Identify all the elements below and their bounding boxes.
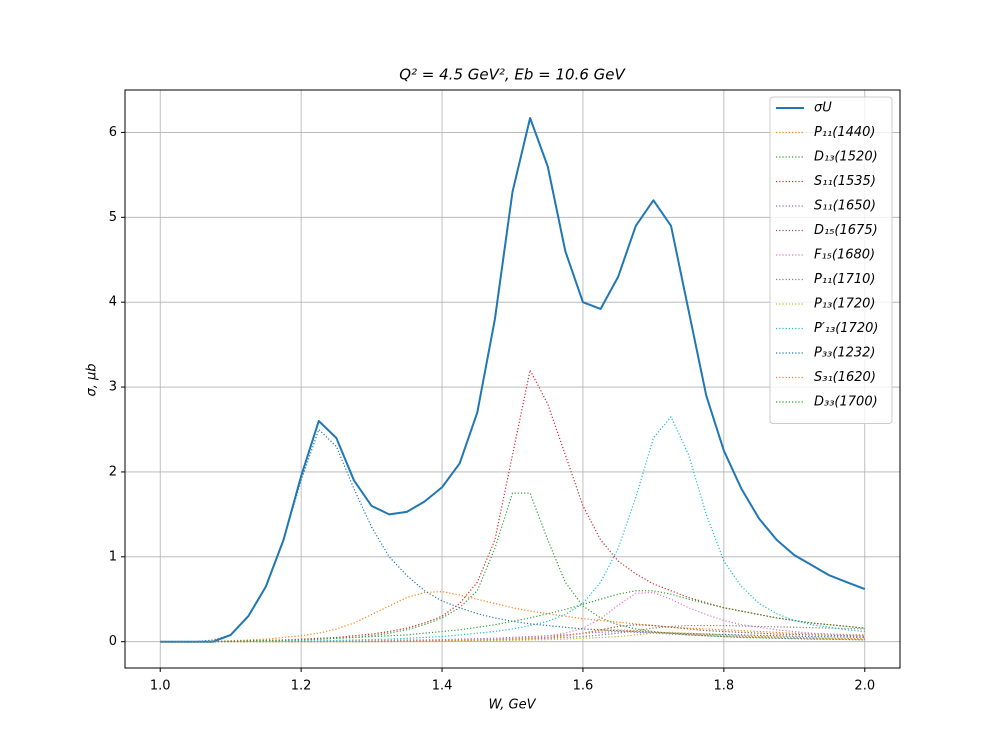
- y-tick-label: 5: [109, 210, 117, 225]
- x-tick-label: 2.0: [854, 679, 875, 694]
- y-tick-label: 3: [109, 380, 117, 395]
- legend-label: P′₁₃(1720): [814, 321, 878, 336]
- series-line: [160, 492, 865, 643]
- series-line: [160, 591, 865, 643]
- y-tick-label: 1: [109, 549, 117, 564]
- series-line: [160, 428, 865, 643]
- legend-label: P₁₃(1720): [814, 297, 876, 312]
- x-tick-label: 1.8: [714, 679, 735, 694]
- x-tick-label: 1.4: [432, 679, 453, 694]
- legend-label: D₃₃(1700): [814, 395, 878, 410]
- x-axis-label: W, GeV: [488, 698, 536, 713]
- series-line: [160, 629, 865, 643]
- legend-label: F₁₅(1680): [814, 248, 875, 263]
- y-tick-label: 2: [109, 464, 117, 479]
- legend-label: S₃₁(1620): [814, 370, 876, 385]
- legend-box: [769, 96, 893, 424]
- series-line: [160, 631, 865, 643]
- series-line: [160, 630, 865, 643]
- x-tick-label: 1.2: [291, 679, 312, 694]
- y-axis-label: σ, μb: [85, 363, 100, 396]
- legend-label: σU: [814, 101, 832, 116]
- x-tick-label: 1.0: [150, 679, 171, 694]
- legend-label: P₁₁(1440): [814, 125, 876, 140]
- y-tick-label: 6: [109, 125, 117, 140]
- series-line: [160, 416, 865, 643]
- chart-title: Q² = 4.5 GeV², Eb = 10.6 GeV: [399, 66, 626, 84]
- y-tick-label: 0: [109, 634, 117, 649]
- legend-label: P₃₃(1232): [814, 346, 876, 361]
- legend-label: P₁₁(1710): [814, 272, 876, 287]
- series-line: [160, 117, 866, 643]
- x-tick-label: 1.6: [573, 679, 594, 694]
- legend-label: S₁₁(1535): [814, 174, 876, 189]
- plot-frame: [124, 89, 901, 669]
- legend-label: S₁₁(1650): [814, 199, 876, 214]
- series-line: [160, 591, 865, 643]
- y-tick-label: 4: [109, 295, 117, 310]
- legend-label: D₁₃(1520): [814, 150, 878, 165]
- legend-label: D₁₅(1675): [814, 223, 878, 238]
